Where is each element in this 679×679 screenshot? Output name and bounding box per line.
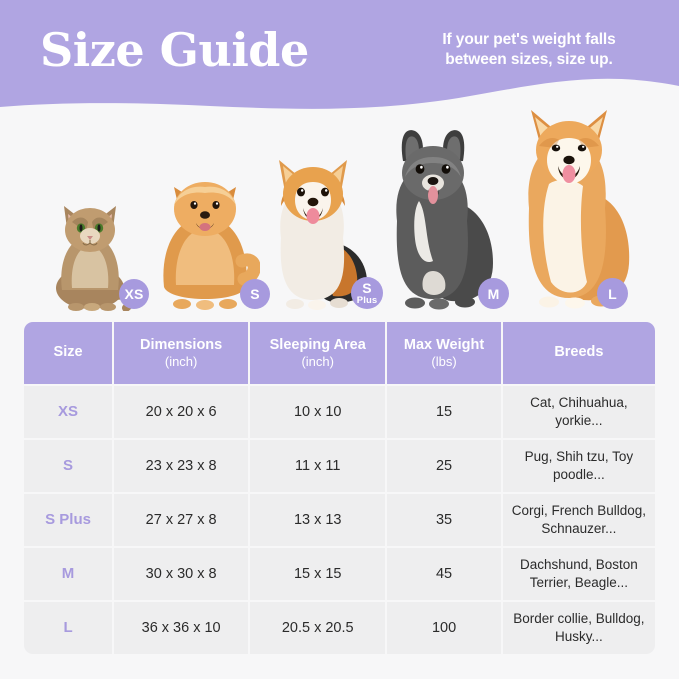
column-header-label: Sleeping Area xyxy=(269,336,366,353)
pet-size-illustrations: XS S S Plus M L xyxy=(0,96,679,311)
cell-dimensions: 27 x 27 x 8 xyxy=(114,494,249,546)
size-badge-label: M xyxy=(487,285,500,302)
cell-sleeping-area: 15 x 15 xyxy=(250,548,386,600)
size-badge-label: L xyxy=(608,285,617,302)
column-header-unit: (inch) xyxy=(301,353,334,369)
cell-sleeping-area: 13 x 13 xyxy=(250,494,386,546)
table-row: M 30 x 30 x 8 15 x 15 45 Dachshund, Bost… xyxy=(24,548,655,600)
cell-sleeping-area: 20.5 x 20.5 xyxy=(250,602,386,654)
cell-size: L xyxy=(24,602,113,654)
size-badge-sublabel: Plus xyxy=(356,294,378,306)
size-badge-label: S xyxy=(362,279,372,296)
page-header: Size Guide If your pet's weight falls be… xyxy=(0,0,679,130)
column-header-label: Dimensions xyxy=(140,336,223,353)
page-title: Size Guide xyxy=(40,23,309,77)
size-badge-label: S xyxy=(250,286,260,302)
pet-illustration-m xyxy=(375,121,505,311)
size-badge-xs: XS xyxy=(119,279,149,309)
column-header-sleeping-area: Sleeping Area (inch) xyxy=(250,322,386,384)
cell-max-weight: 25 xyxy=(387,440,501,492)
shiba-inu-image xyxy=(528,110,630,309)
column-header-label: Size xyxy=(53,344,83,361)
cell-max-weight: 100 xyxy=(387,602,501,654)
size-badge-label: XS xyxy=(124,286,144,302)
column-header-dimensions: Dimensions (inch) xyxy=(114,322,249,384)
cell-size: S Plus xyxy=(24,494,113,546)
french-bulldog-image xyxy=(396,130,493,310)
table-row: L 36 x 36 x 10 20.5 x 20.5 100 Border co… xyxy=(24,602,655,654)
size-badge-l: L xyxy=(597,278,628,309)
column-header-label: Breeds xyxy=(554,344,604,361)
cell-sleeping-area: 11 x 11 xyxy=(250,440,386,492)
size-badge-s-plus: S Plus xyxy=(351,277,383,309)
cell-breeds: Pug, Shih tzu, Toy poodle... xyxy=(502,440,655,492)
size-badge-m: M xyxy=(478,278,509,309)
table-row: S Plus 27 x 27 x 8 13 x 13 35 Corgi, Fre… xyxy=(24,494,655,546)
cell-size: M xyxy=(24,548,113,600)
size-guide-table: Size Dimensions (inch) Sleeping Area (in… xyxy=(22,320,657,656)
cell-max-weight: 15 xyxy=(387,386,501,438)
cell-dimensions: 36 x 36 x 10 xyxy=(114,602,249,654)
cell-breeds: Border collie, Bulldog, Husky... xyxy=(502,602,655,654)
column-header-label: Max Weight xyxy=(403,336,485,353)
size-badge-s: S xyxy=(240,279,270,309)
header-tagline: If your pet's weight falls between sizes… xyxy=(442,30,616,68)
cell-dimensions: 30 x 30 x 8 xyxy=(114,548,249,600)
cell-breeds: Dachshund, Boston Terrier, Beagle... xyxy=(502,548,655,600)
cell-dimensions: 20 x 20 x 6 xyxy=(114,386,249,438)
cell-max-weight: 35 xyxy=(387,494,501,546)
cell-size: XS xyxy=(24,386,113,438)
cell-size: S xyxy=(24,440,113,492)
pet-illustration-l xyxy=(505,106,640,311)
column-header-max-weight: Max Weight (lbs) xyxy=(387,322,501,384)
cell-sleeping-area: 10 x 10 xyxy=(250,386,386,438)
column-header-unit: (inch) xyxy=(164,353,198,369)
cell-breeds: Corgi, French Bulldog, Schnauzer... xyxy=(502,494,655,546)
column-header-breeds: Breeds xyxy=(502,322,655,384)
cell-dimensions: 23 x 23 x 8 xyxy=(114,440,249,492)
table-header-row: Size Dimensions (inch) Sleeping Area (in… xyxy=(24,322,655,384)
column-header-size: Size xyxy=(24,322,113,384)
pomeranian-image xyxy=(163,182,260,310)
table-row: XS 20 x 20 x 6 10 x 10 15 Cat, Chihuahua… xyxy=(24,386,655,438)
table-row: S 23 x 23 x 8 11 x 11 25 Pug, Shih tzu, … xyxy=(24,440,655,492)
pet-illustration-s xyxy=(150,161,260,311)
header-wave-background xyxy=(0,0,679,109)
cell-breeds: Cat, Chihuahua, yorkie... xyxy=(502,386,655,438)
cell-max-weight: 45 xyxy=(387,548,501,600)
column-header-unit: (lbs) xyxy=(431,353,457,369)
